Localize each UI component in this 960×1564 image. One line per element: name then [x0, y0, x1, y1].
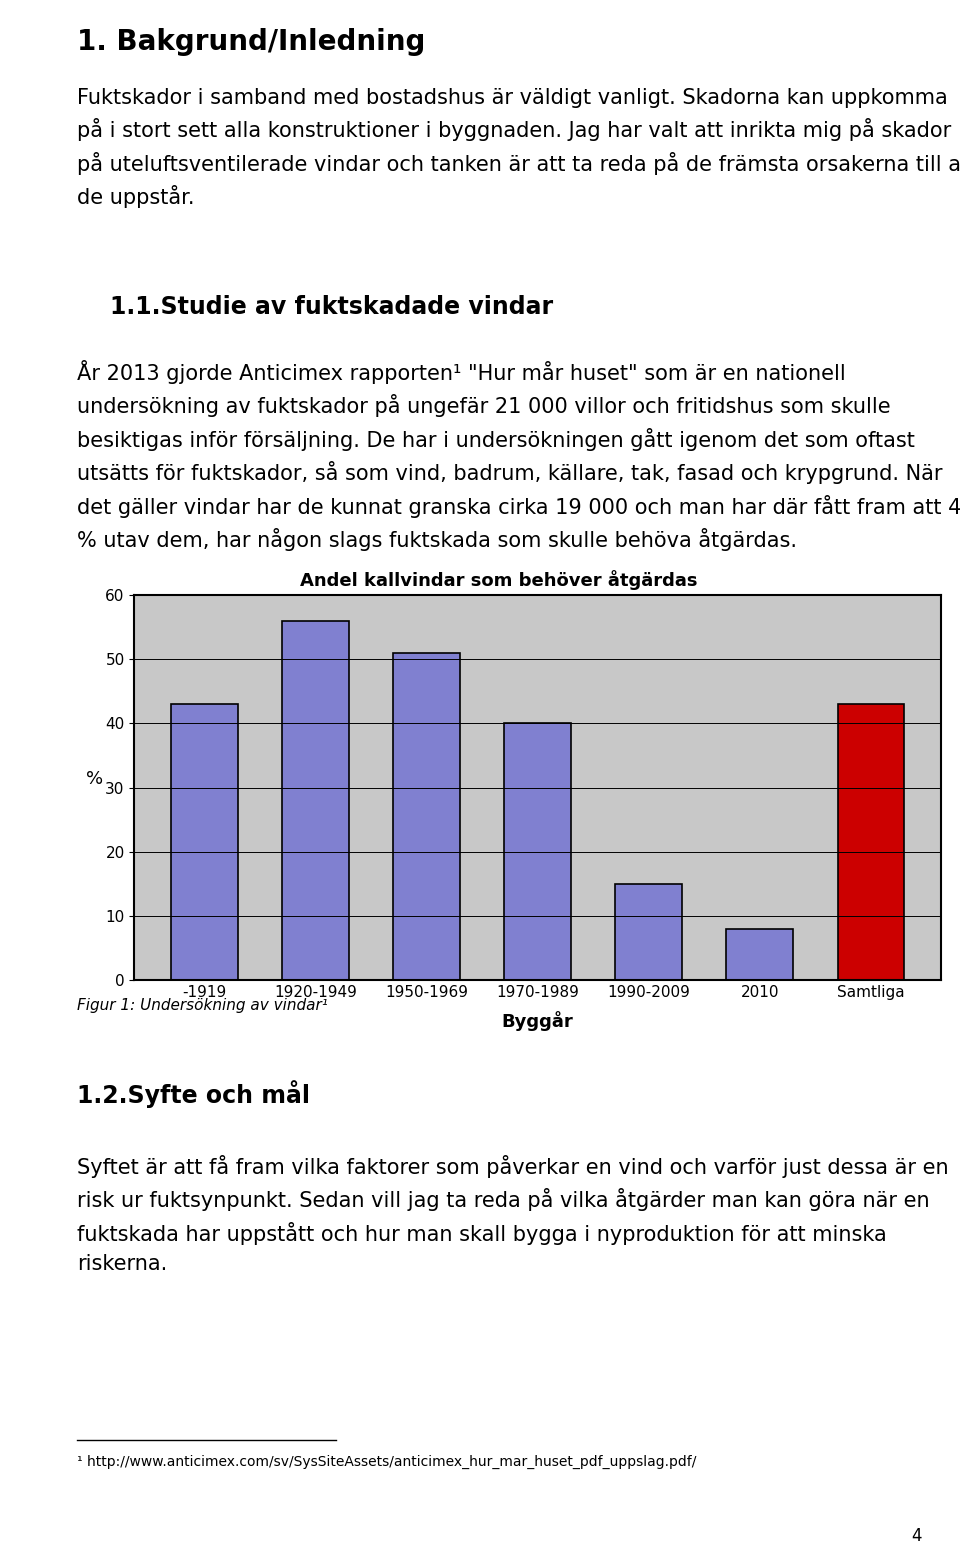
Text: 4: 4 — [911, 1526, 922, 1545]
Text: Syftet är att få fram vilka faktorer som påverkar en vind och varför just dessa : Syftet är att få fram vilka faktorer som… — [77, 1154, 948, 1273]
Bar — [171, 704, 238, 981]
Text: 1.1.Studie av fuktskadade vindar: 1.1.Studie av fuktskadade vindar — [110, 296, 554, 319]
Bar — [837, 704, 904, 981]
Text: Fuktskador i samband med bostadshus är väldigt vanligt. Skadorna kan uppkomma
på: Fuktskador i samband med bostadshus är v… — [77, 88, 960, 208]
Text: ¹ http://www.anticimex.com/sv/SysSiteAssets/anticimex_hur_mar_huset_pdf_uppslag.: ¹ http://www.anticimex.com/sv/SysSiteAss… — [77, 1455, 696, 1469]
Bar — [282, 621, 348, 981]
Bar — [615, 884, 682, 981]
X-axis label: Byggår: Byggår — [502, 1010, 573, 1031]
Bar — [504, 723, 571, 981]
Text: 1.2.Syfte och mål: 1.2.Syfte och mål — [77, 1081, 310, 1107]
Text: Figur 1: Undersökning av vindar¹: Figur 1: Undersökning av vindar¹ — [77, 998, 327, 1013]
Bar — [394, 652, 460, 981]
Text: Andel kallvindar som behöver åtgärdas: Andel kallvindar som behöver åtgärdas — [300, 569, 698, 590]
Text: År 2013 gjorde Anticimex rapporten¹ "Hur mår huset" som är en nationell
undersök: År 2013 gjorde Anticimex rapporten¹ "Hur… — [77, 360, 960, 551]
Bar — [727, 929, 793, 981]
Text: 1. Bakgrund/Inledning: 1. Bakgrund/Inledning — [77, 28, 425, 56]
Y-axis label: %: % — [85, 769, 103, 788]
